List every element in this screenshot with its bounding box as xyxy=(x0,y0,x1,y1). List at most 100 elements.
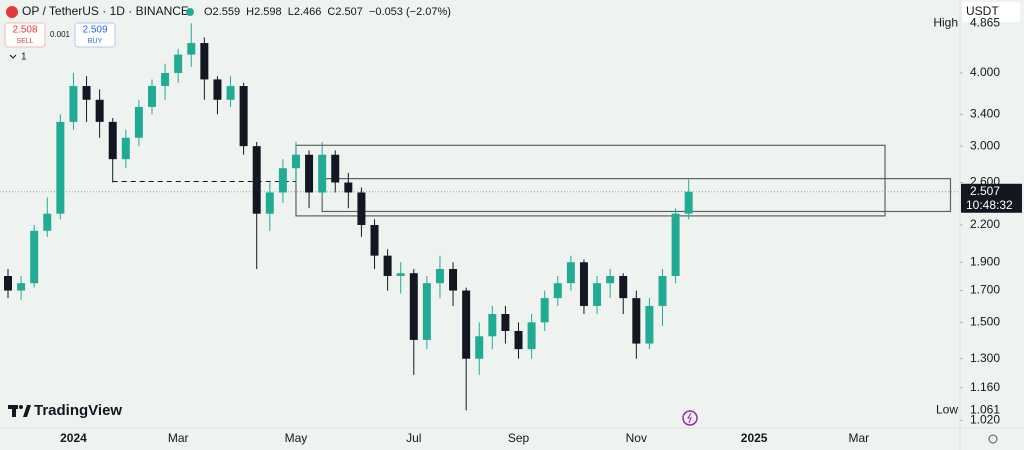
candle-body xyxy=(43,213,52,231)
x-tick-label: Mar xyxy=(849,431,870,445)
market-status xyxy=(186,8,194,16)
candle-body xyxy=(4,276,12,291)
low-label: Low xyxy=(936,403,958,417)
high-label: High xyxy=(933,15,958,29)
logo-part xyxy=(23,405,31,417)
x-tick-label: Nov xyxy=(626,431,647,445)
x-tick-label: Jul xyxy=(406,431,421,445)
y-tick-label: 1.300 xyxy=(970,351,1000,365)
indicator-count: 1 xyxy=(21,52,27,63)
candle-body xyxy=(147,86,156,107)
logo-part xyxy=(19,405,23,409)
change-value: −0.053 (−2.07%) xyxy=(369,6,451,18)
candle-body xyxy=(606,276,615,284)
candle-body xyxy=(449,269,458,291)
candle-body xyxy=(17,283,26,291)
candle-body xyxy=(514,330,523,350)
x-tick-label: May xyxy=(285,431,308,445)
sell-label: SELL xyxy=(16,38,33,45)
high-value: H2.598 xyxy=(246,6,281,18)
candle-body xyxy=(462,290,471,359)
candle-body xyxy=(632,298,641,344)
settings-icon[interactable] xyxy=(988,434,998,444)
x-tick-label: Mar xyxy=(168,431,189,445)
buy-box[interactable] xyxy=(74,22,116,48)
candle-body xyxy=(370,224,379,256)
logo-part xyxy=(12,405,16,417)
candle-body xyxy=(108,121,117,160)
candle-body xyxy=(226,86,235,100)
candle-body xyxy=(161,72,170,87)
candle-body xyxy=(134,106,143,138)
candle-body xyxy=(213,79,222,100)
ohlc-legend: O2.559 H2.598 L2.466 C2.507 −0.053 (−2.0… xyxy=(204,6,451,18)
x-tick-label: Sep xyxy=(508,431,530,445)
y-tick-label: 4.000 xyxy=(970,65,1000,79)
low-value: L2.466 xyxy=(288,6,322,18)
candle-body xyxy=(82,86,91,100)
candle-body xyxy=(187,43,196,55)
currency: USDT xyxy=(966,4,999,18)
candle-body xyxy=(344,182,353,193)
candle-body xyxy=(553,283,562,299)
symbol-logo xyxy=(6,6,18,18)
candle-body xyxy=(56,121,65,214)
candle-body xyxy=(174,54,183,73)
y-tick-label: 1.160 xyxy=(970,380,1000,394)
event-icon[interactable] xyxy=(682,410,698,426)
event-bolt xyxy=(687,412,692,424)
candle-body xyxy=(30,230,39,284)
plot-area xyxy=(0,23,960,411)
candle-body xyxy=(540,298,549,323)
sell-box[interactable] xyxy=(4,22,46,48)
candle-body xyxy=(278,168,287,193)
candle-body xyxy=(383,255,392,277)
buy-label: BUY xyxy=(88,38,103,45)
high-value: 4.865 xyxy=(970,15,1000,29)
y-tick-label: 1.900 xyxy=(970,254,1000,268)
candle-body xyxy=(593,283,602,306)
y-tick-label: 3.000 xyxy=(970,138,1000,152)
candle-body xyxy=(305,154,314,193)
candle-body xyxy=(422,283,431,340)
candle-body xyxy=(579,262,588,306)
candle-body xyxy=(239,86,248,147)
brand-logo xyxy=(8,405,31,417)
buy-button[interactable]: 2.509 BUY xyxy=(74,22,116,48)
brand: TradingView xyxy=(34,402,122,419)
last-price-tag xyxy=(961,183,1022,213)
open-value: O2.559 xyxy=(204,6,240,18)
y-tick-label: 3.400 xyxy=(970,106,1000,120)
candle-body xyxy=(671,213,680,277)
currency-button[interactable] xyxy=(962,2,1020,22)
candle-body xyxy=(475,336,484,359)
candle-body xyxy=(409,273,418,340)
candle-body xyxy=(265,192,274,214)
sell-price: 2.508 xyxy=(12,25,37,36)
countdown: 10:48:32 xyxy=(966,198,1013,212)
last-price: 2.507 xyxy=(970,184,1000,198)
y-tick-label: 1.020 xyxy=(970,413,1000,427)
x-tick-label: 2025 xyxy=(741,431,768,445)
close-value: C2.507 xyxy=(327,6,362,18)
candle-body xyxy=(252,146,261,214)
candle-body xyxy=(357,192,366,225)
candle-body xyxy=(200,43,209,80)
candle-body xyxy=(488,314,497,337)
buy-price: 2.509 xyxy=(82,25,107,36)
sell-button[interactable]: 2.508 SELL xyxy=(4,22,46,48)
low-value: 1.061 xyxy=(970,403,1000,417)
candle-body xyxy=(331,154,340,183)
candle-body xyxy=(501,314,510,331)
candle-body xyxy=(645,305,654,344)
x-tick-label: 2024 xyxy=(60,431,87,445)
collapse-icon[interactable] xyxy=(9,54,17,59)
candle-body xyxy=(318,154,327,193)
candle-body xyxy=(435,269,444,284)
candle-body xyxy=(95,99,104,122)
candle-body xyxy=(291,154,300,169)
